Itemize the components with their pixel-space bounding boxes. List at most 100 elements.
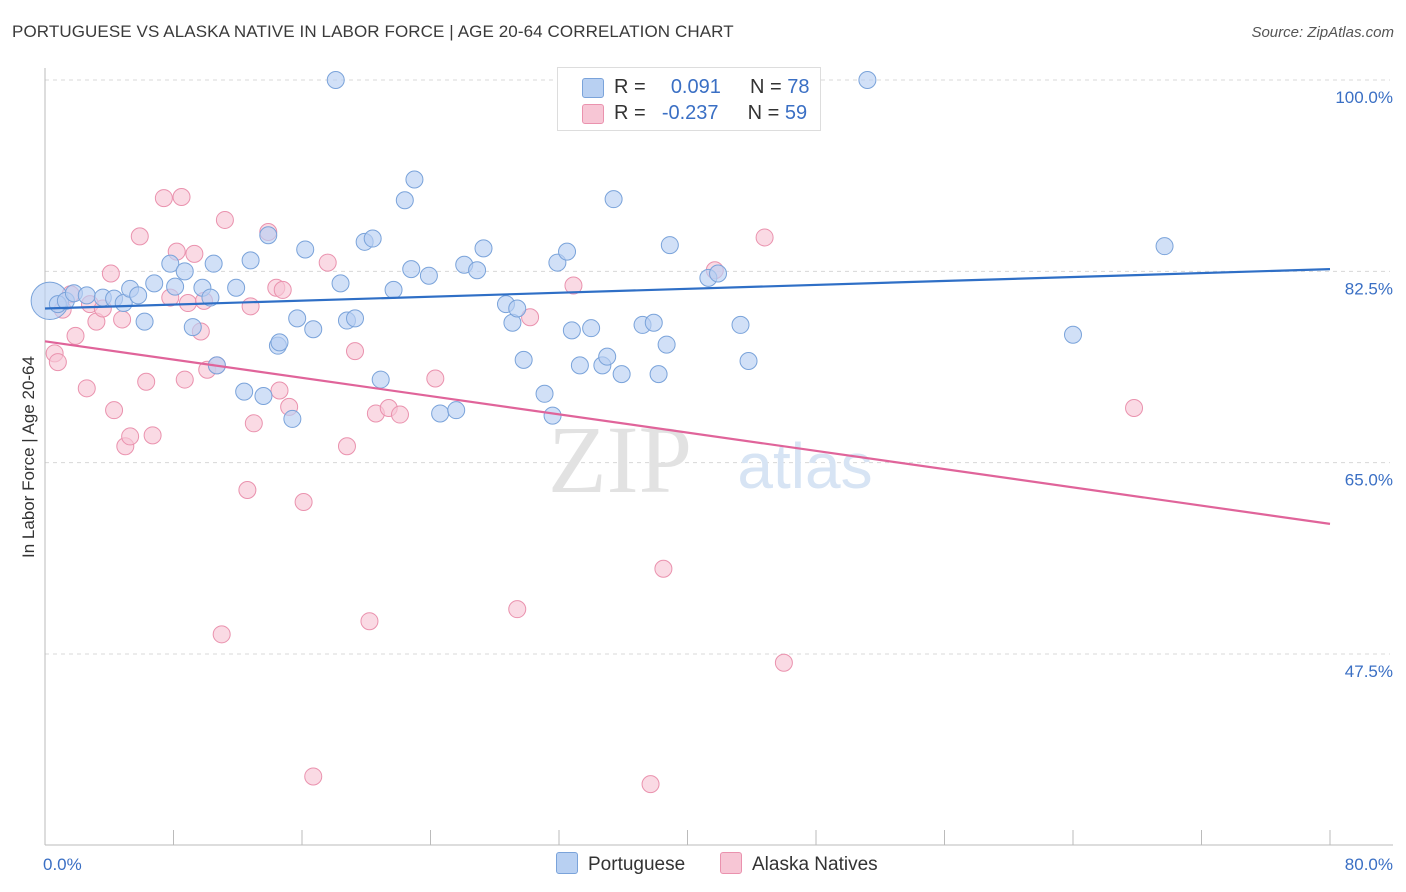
portuguese-point — [644, 313, 663, 332]
portuguese-point — [598, 347, 617, 366]
portuguese-point — [346, 309, 365, 328]
portuguese-point — [331, 274, 350, 293]
portuguese-point — [77, 286, 96, 305]
portuguese-point — [161, 254, 180, 273]
portuguese-point — [166, 277, 185, 296]
portuguese-point — [304, 320, 323, 339]
portuguese-point — [201, 288, 220, 307]
portuguese-point — [227, 278, 246, 297]
portuguese-point — [183, 318, 202, 337]
alaska-native-point — [755, 228, 774, 247]
legend-n-value: 59 — [784, 102, 808, 124]
x-tick-label: 80.0% — [1345, 855, 1393, 874]
portuguese-point — [384, 280, 403, 299]
alaska-natives-trend-line — [44, 340, 1331, 525]
y-tick-label: 100.0% — [1335, 88, 1393, 107]
legend-swatch-pink — [582, 104, 604, 124]
axis-layer — [44, 68, 1393, 846]
watermark-atlas: atlas — [737, 430, 872, 502]
portuguese-point — [135, 312, 154, 331]
legend-r-value: 0.091 — [670, 76, 721, 98]
stats-legend: R = 0.091 N = 78 R = -0.237 N = 59 — [557, 67, 821, 131]
alaska-native-point — [273, 280, 292, 299]
portuguese-point — [363, 229, 382, 248]
portuguese-point — [204, 254, 223, 273]
portuguese-point — [129, 286, 148, 305]
bottom-legend-swatch-pink — [720, 852, 742, 874]
portuguese-point — [1155, 237, 1174, 256]
portuguese-point — [395, 191, 414, 210]
portuguese-point — [731, 315, 750, 334]
legend-n-label: N = — [747, 102, 780, 124]
alaska-native-point — [172, 187, 191, 206]
portuguese-point — [535, 384, 554, 403]
alaska-native-point — [426, 369, 445, 388]
portuguese-points — [30, 71, 1174, 428]
portuguese-point — [254, 386, 273, 405]
alaska-native-point — [390, 405, 409, 424]
portuguese-point — [447, 401, 466, 420]
alaska-native-point — [270, 381, 289, 400]
x-tick-label: 0.0% — [43, 855, 82, 874]
alaska-native-point — [77, 379, 96, 398]
alaska-native-point — [360, 612, 379, 631]
alaska-native-point — [105, 401, 124, 420]
alaska-native-point — [154, 189, 173, 208]
portuguese-trend-line — [44, 268, 1331, 310]
portuguese-point — [709, 264, 728, 283]
portuguese-point — [405, 170, 424, 189]
y-tick-label: 82.5% — [1345, 279, 1393, 298]
alaska-native-point — [641, 775, 660, 794]
alaska-native-point — [66, 326, 85, 345]
bottom-legend-label: Alaska Natives — [752, 854, 878, 875]
trend-lines — [44, 268, 1331, 525]
source-label: Source: ZipAtlas.com — [1251, 24, 1394, 41]
legend-n-value: 78 — [787, 76, 810, 98]
alaska-native-point — [143, 426, 162, 445]
legend-swatch-blue — [582, 78, 604, 98]
portuguese-point — [582, 319, 601, 338]
portuguese-point — [660, 236, 679, 255]
portuguese-point — [543, 406, 562, 425]
y-tick-label: 47.5% — [1345, 662, 1393, 681]
alaska-native-point — [564, 276, 583, 295]
alaska-native-point — [121, 427, 140, 446]
alaska-native-point — [1125, 399, 1144, 417]
portuguese-point — [657, 335, 676, 354]
alaska-native-point — [215, 210, 234, 229]
alaska-native-point — [137, 372, 156, 391]
legend-r-label: R = — [614, 102, 646, 124]
alaska-native-point — [244, 414, 263, 433]
portuguese-point — [270, 333, 289, 352]
watermark: ZIP atlas — [548, 406, 873, 513]
portuguese-point — [175, 262, 194, 281]
portuguese-point — [468, 261, 487, 280]
alaska-native-point — [130, 227, 149, 246]
alaska-native-point — [508, 600, 527, 619]
alaska-native-point — [337, 437, 356, 456]
portuguese-point — [241, 251, 260, 270]
portuguese-point — [558, 242, 577, 261]
legend-n-label: N = — [750, 76, 782, 98]
alaska-native-point — [238, 481, 257, 499]
alaska-native-point — [318, 253, 337, 272]
portuguese-point — [612, 365, 631, 384]
portuguese-point — [402, 260, 421, 279]
legend-r-label: R = — [614, 76, 646, 98]
legend-r-value: -0.237 — [661, 102, 719, 124]
portuguese-point — [283, 409, 302, 428]
portuguese-point — [649, 365, 668, 384]
alaska-native-point — [294, 493, 313, 512]
portuguese-point — [739, 351, 758, 370]
portuguese-point — [288, 309, 307, 328]
portuguese-point — [570, 356, 589, 375]
alaska-native-point — [48, 353, 67, 372]
portuguese-point — [562, 321, 581, 340]
portuguese-point — [1064, 325, 1082, 344]
bottom-legend-swatch-blue — [556, 852, 578, 874]
portuguese-point — [604, 190, 623, 209]
portuguese-point — [508, 299, 527, 318]
y-tick-label: 65.0% — [1345, 471, 1393, 490]
alaska-native-point — [185, 244, 204, 263]
